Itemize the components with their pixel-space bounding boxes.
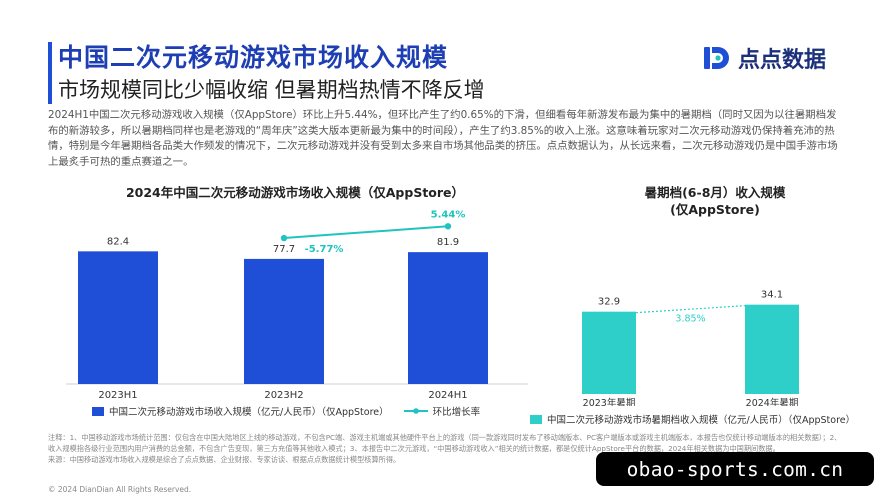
bar-value-label: 82.4 <box>107 236 129 247</box>
bar-value-label: 32.9 <box>598 297 620 308</box>
bar-value-label: 81.9 <box>437 237 459 248</box>
page-subtitle: 市场规模同比少幅收缩 但暑期档热情不降反增 <box>58 78 485 102</box>
growth-point <box>280 234 288 242</box>
legend-halfyear: 中国二次元移动游戏市场收入规模（亿元/人民币）（仅AppStore） 环比增长率 <box>92 404 480 418</box>
growth-value-label: 5.44% <box>431 209 466 220</box>
growth-dotted-line <box>635 305 746 314</box>
summer-revenue-bar <box>582 311 636 394</box>
title-accent-bar <box>48 42 52 104</box>
growth-point <box>444 223 452 230</box>
brand-logo: 点点数据 <box>702 42 826 74</box>
legend-swatch-growth <box>403 408 428 414</box>
summary-paragraph: 2024H1中国二次元移动游戏收入规模（仅AppStore）环比上升5.44%，… <box>48 109 838 168</box>
legend-label-summer: 中国二次元移动游戏市场暑期档收入规模（亿元/人民币）（仅AppStore） <box>547 415 856 426</box>
footnote-source: 来源：中国移动游戏市场收入规模是综合了点点数据、企业财报、专家访谈、根据点点数据… <box>48 455 401 464</box>
growth-line-segment <box>283 225 449 240</box>
chart-title-summer-line2: (仅AppStore) <box>670 202 760 217</box>
legend-swatch-summer <box>530 414 542 424</box>
chart-title-halfyear: 2024年中国二次元移动游戏市场收入规模（仅AppStore） <box>125 185 465 200</box>
revenue-bar <box>78 251 158 384</box>
legend-label-revenue: 中国二次元移动游戏市场收入规模（亿元/人民币）（仅AppStore） <box>109 407 389 418</box>
growth-value-label: -5.77% <box>305 244 344 255</box>
halfyear-revenue-chart: 82.4 2023H1 77.7 2023H2 81.9 2024H1 -5.77% 5.44… <box>66 209 528 401</box>
revenue-bar <box>408 252 488 384</box>
x-tick-label: 2024H1 <box>428 390 467 401</box>
bar-value-label: 77.7 <box>273 244 295 255</box>
legend-summer: 中国二次元移动游戏市场暑期档收入规模（亿元/人民币）（仅AppStore） <box>530 412 855 426</box>
brand-name: 点点数据 <box>738 48 827 73</box>
x-tick-label: 2023H1 <box>98 390 137 401</box>
chart-title-summer-line1: 暑期档(6-8月）收入规模 <box>644 185 786 200</box>
revenue-bar <box>244 258 324 384</box>
copyright: © 2024 DianDian All Rights Reserved. <box>48 485 192 494</box>
growth-annotation: 3.85% <box>675 314 705 325</box>
x-tick-label: 2023年暑期 <box>583 397 636 406</box>
x-tick-label: 2024年暑期 <box>746 397 799 406</box>
x-tick-label: 2023H2 <box>264 390 303 401</box>
footnotes: 注释：1、中国移动游戏市场统计范围：仅包含在中国大陆地区上线的移动游戏，不包含P… <box>48 432 848 465</box>
legend-swatch-revenue <box>92 406 104 416</box>
site-watermark: obao-sports.com.cn <box>596 452 874 486</box>
footnote-definitions: 注释：1、中国移动游戏市场统计范围：仅包含在中国大陆地区上线的移动游戏，不包含P… <box>48 433 842 453</box>
page-title: 中国二次元移动游戏市场收入规模 <box>58 43 449 72</box>
summer-revenue-chart: 32.9 2023年暑期 34.1 2024年暑期 3.85% <box>582 290 799 406</box>
diandian-logo-icon <box>704 47 729 69</box>
bar-value-label: 34.1 <box>761 290 783 301</box>
summer-revenue-bar <box>745 304 799 394</box>
legend-label-growth: 环比增长率 <box>432 407 481 418</box>
